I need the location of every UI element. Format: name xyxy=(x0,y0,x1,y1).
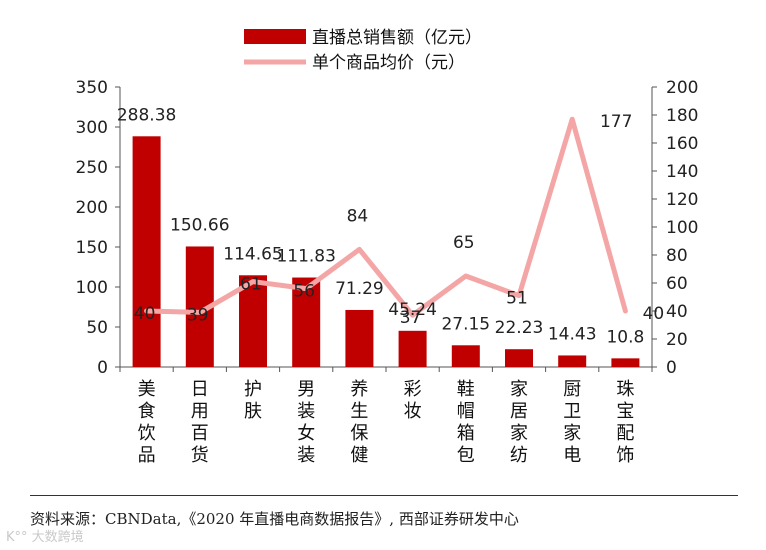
y-right-tick-label: 0 xyxy=(666,358,677,378)
line-value-label: 61 xyxy=(240,275,262,295)
line-series xyxy=(144,116,628,318)
bar-value-label: 45.24 xyxy=(388,300,437,320)
bar-5 xyxy=(345,309,374,367)
bar-value-label: 288.38 xyxy=(117,105,176,125)
bar-value-label: 10.8 xyxy=(606,327,644,347)
y-right-tick-label: 200 xyxy=(666,78,698,98)
y-left-tick-label: 50 xyxy=(86,318,108,338)
y-left-tick-label: 300 xyxy=(76,118,108,138)
axes: 0501001502002503003500204060801001201401… xyxy=(76,78,699,378)
bar-1 xyxy=(132,136,161,367)
bar-value-label: 14.43 xyxy=(548,324,597,344)
category-label: 美食饮品 xyxy=(138,379,156,466)
y-right-tick-label: 100 xyxy=(666,218,698,238)
line-value-label: 84 xyxy=(347,206,369,226)
legend-line-label: 单个商品均价（元） xyxy=(312,53,465,73)
bar-4 xyxy=(292,277,321,367)
y-right-tick-label: 180 xyxy=(666,106,698,126)
y-left-tick-label: 0 xyxy=(97,358,108,378)
chart: 直播总销售额（亿元） 单个商品均价（元） 0501001502002503003… xyxy=(76,28,699,466)
source-divider xyxy=(30,495,738,496)
y-right-tick-label: 120 xyxy=(666,190,698,210)
y-right-tick-label: 80 xyxy=(666,246,688,266)
category-label: 男装女装 xyxy=(297,379,315,466)
line-value-label: 177 xyxy=(600,112,632,132)
line-value-label: 39 xyxy=(187,305,209,325)
y-right-tick-label: 140 xyxy=(666,162,698,182)
category-label: 护肤 xyxy=(244,379,262,422)
avg-price-line xyxy=(144,116,628,318)
bar-7 xyxy=(451,345,480,367)
y-left-tick-label: 200 xyxy=(76,198,108,218)
category-label: 珠宝配饰 xyxy=(616,379,634,466)
y-right-tick-label: 20 xyxy=(666,330,688,350)
line-value-label: 51 xyxy=(506,289,528,309)
y-left-tick-label: 100 xyxy=(76,278,108,298)
line-value-label: 40 xyxy=(134,304,156,324)
category-label: 彩妆 xyxy=(404,379,422,422)
bar-value-label: 150.66 xyxy=(170,215,229,235)
bar-value-label: 111.83 xyxy=(276,247,335,267)
category-label: 家居家纺 xyxy=(510,379,528,466)
legend: 直播总销售额（亿元） 单个商品均价（元） xyxy=(244,28,482,73)
bar-9 xyxy=(558,355,587,367)
bar-8 xyxy=(505,349,533,367)
bar-10 xyxy=(611,358,640,367)
line-value-label: 56 xyxy=(293,282,315,302)
bar-value-label: 22.23 xyxy=(495,318,544,338)
bar-series xyxy=(132,136,640,367)
y-left-tick-label: 150 xyxy=(76,238,108,258)
y-left-tick-label: 250 xyxy=(76,158,108,178)
watermark: K°° 大数跨境 xyxy=(6,530,84,545)
line-value-label: 40 xyxy=(643,304,665,324)
bar-value-label: 27.15 xyxy=(441,314,490,334)
line-value-label: 65 xyxy=(453,233,475,253)
category-labels: 美食饮品 日用百货 护肤 男装女装 养生保健 彩妆 鞋帽箱包 家居家纺 厨卫家电 珠宝配饰 xyxy=(138,379,635,466)
y-right-tick-label: 60 xyxy=(666,274,688,294)
category-label: 厨卫家电 xyxy=(563,379,581,466)
legend-bar-swatch xyxy=(244,29,306,44)
category-label: 日用百货 xyxy=(191,379,209,466)
bar-6 xyxy=(398,330,427,367)
source-note: 资料来源：CBNData,《2020 年直播电商数据报告》, 西部证券研发中心 xyxy=(30,510,519,528)
category-label: 鞋帽箱包 xyxy=(457,379,475,466)
bar-3 xyxy=(239,275,267,367)
y-left-tick-label: 350 xyxy=(76,78,108,98)
legend-bar-label: 直播总销售额（亿元） xyxy=(312,28,482,48)
category-label: 养生保健 xyxy=(350,379,368,466)
bar-value-label: 71.29 xyxy=(335,279,384,299)
bar-value-label: 114.65 xyxy=(223,244,282,264)
y-right-tick-label: 160 xyxy=(666,134,698,154)
y-right-tick-label: 40 xyxy=(666,302,688,322)
line-value-label: 37 xyxy=(400,308,422,328)
